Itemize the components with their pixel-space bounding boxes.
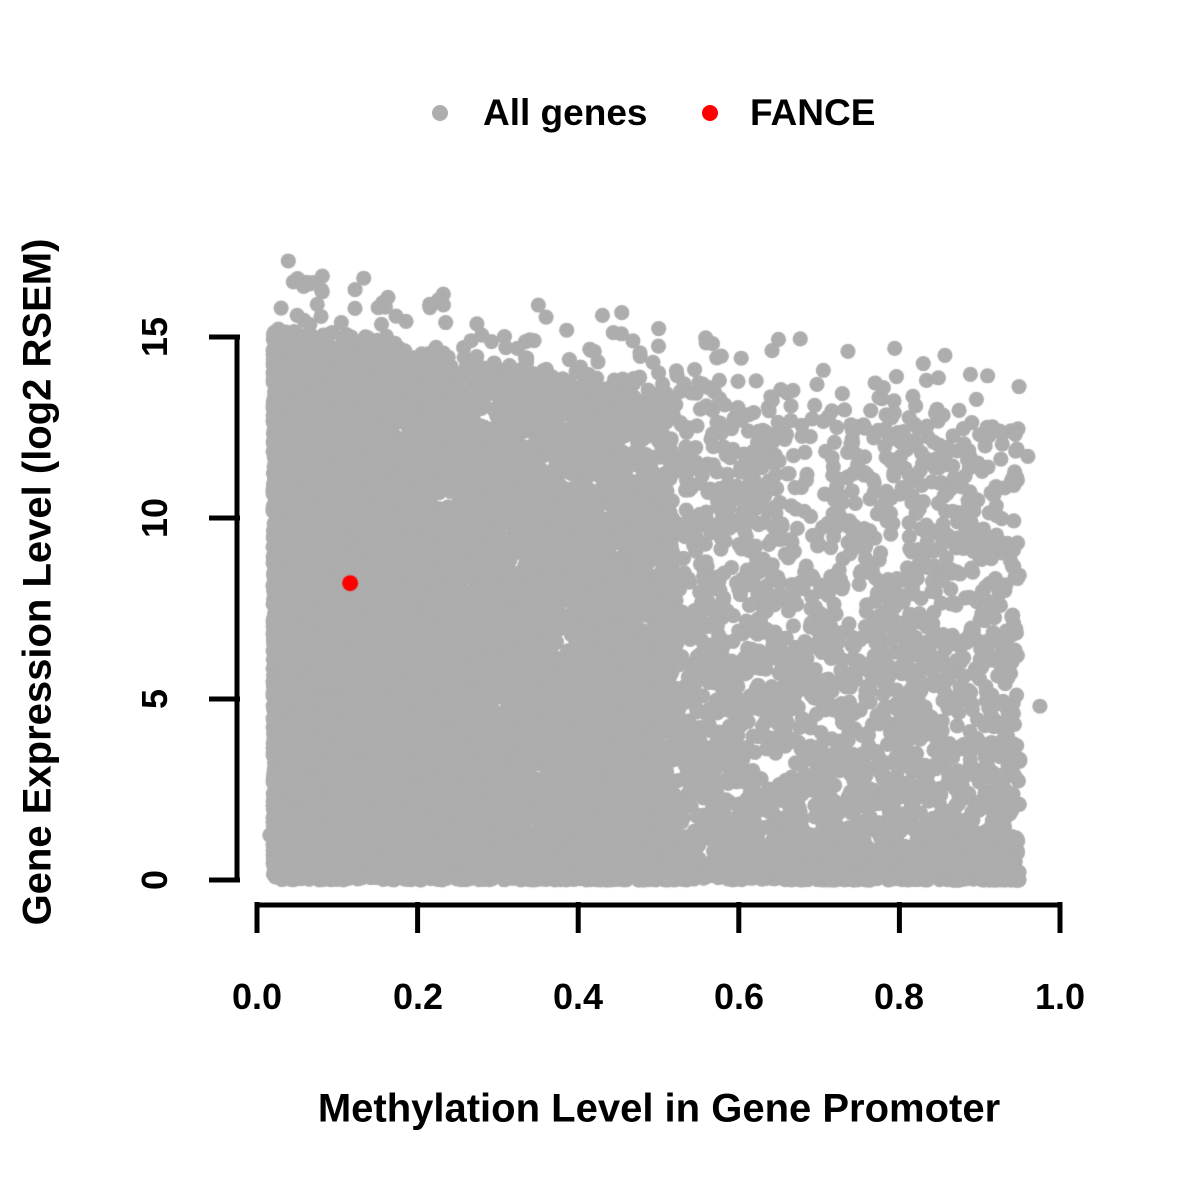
x-tick-label-0.2: 0.2	[392, 976, 444, 1017]
y-tick-label-5: 5	[134, 688, 175, 710]
legend-fance-dot-icon	[702, 105, 718, 121]
y-tick-label-0: 0	[134, 869, 175, 891]
y-tick-label-15: 15	[134, 316, 175, 358]
x-tick-label-0.6: 0.6	[713, 976, 765, 1017]
x-tick-label-0.4: 0.4	[552, 976, 604, 1017]
legend-fance-label: FANCE	[750, 92, 876, 133]
x-tick-label-1.0: 1.0	[1034, 976, 1086, 1017]
legend-all-genes-dot-icon	[432, 105, 448, 121]
y-axis-title: Gene Expression Level (log2 RSEM)	[15, 238, 60, 926]
x-axis-title: Methylation Level in Gene Promoter	[317, 1086, 1001, 1131]
y-tick-label-10: 10	[134, 497, 175, 539]
x-tick-label-0.8: 0.8	[873, 976, 925, 1017]
legend-all-genes-label: All genes	[483, 92, 648, 133]
x-tick-label-0.0: 0.0	[231, 976, 283, 1017]
